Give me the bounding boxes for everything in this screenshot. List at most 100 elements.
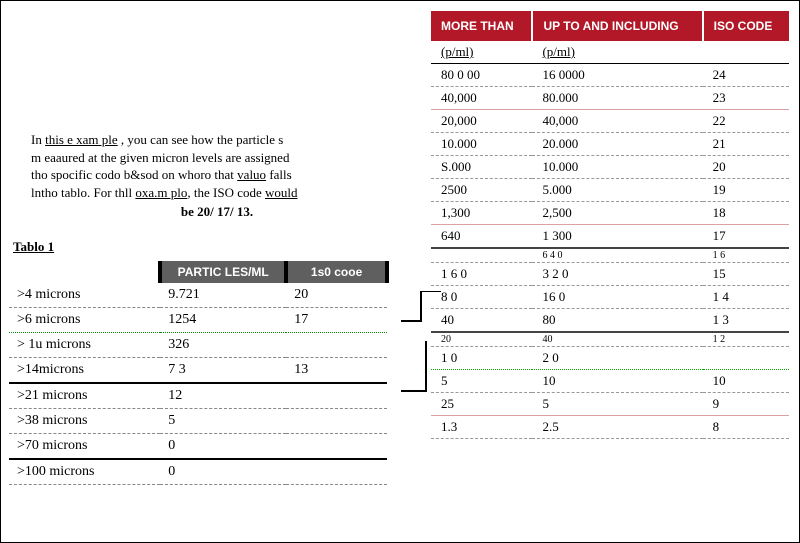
table1: PARTIC LES/ML 1s0 cooe >4 microns9.72120… <box>9 261 389 485</box>
table2-unit: (p/ml) <box>431 41 532 64</box>
table2-cell: 21 <box>703 133 789 156</box>
table1-cell: >14microns <box>9 357 160 383</box>
table2-cell: 10 <box>532 370 702 393</box>
table2-cell: 23 <box>703 87 789 110</box>
table1-head-blank <box>9 261 160 283</box>
table2-cell: 640 <box>431 225 532 249</box>
table2-cell: 8 <box>703 416 789 439</box>
table2-unit-row: (p/ml) (p/ml) <box>431 41 789 64</box>
table2-cell: 24 <box>703 64 789 87</box>
table1-cell: 326 <box>160 332 286 357</box>
table1-cell: >38 microns <box>9 408 160 433</box>
table1-cell: 5 <box>160 408 286 433</box>
table1-head-particles: PARTIC LES/ML <box>160 261 286 283</box>
table2-cell: 20,000 <box>431 110 532 133</box>
table2-head-upto: UP TO AND INCLUDING <box>532 11 702 41</box>
table2-cell: 22 <box>703 110 789 133</box>
table2-cell: 3 2 0 <box>532 263 702 286</box>
table2-cell: 20.000 <box>532 133 702 156</box>
table1-row: > 1u microns326 <box>9 332 387 357</box>
intro-text: In <box>31 132 45 147</box>
table2-row: 1,3002,50018 <box>431 202 789 225</box>
table1-cell: 9.721 <box>160 283 286 308</box>
table2-cell: 80 <box>532 309 702 333</box>
table1-row: >70 microns0 <box>9 433 387 459</box>
table2-cell <box>431 248 532 263</box>
table2-cell: 1 3 <box>703 309 789 333</box>
table2-cell: S.000 <box>431 156 532 179</box>
table2-row: 1 02 0 <box>431 347 789 370</box>
table1-cell: >21 microns <box>9 383 160 409</box>
table1-row: >38 microns5 <box>9 408 387 433</box>
table2-cell: 25 <box>431 393 532 416</box>
table2-cell: 6 4 0 <box>532 248 702 263</box>
intro-underline: valuo <box>237 167 266 182</box>
table2-cell: 80.000 <box>532 87 702 110</box>
table1-cell <box>286 408 387 433</box>
table2-cell: 1,300 <box>431 202 532 225</box>
table1-cell: >100 microns <box>9 459 160 485</box>
intro-text: m eaaured at the given micron levels are… <box>31 150 289 165</box>
table1-cell: 20 <box>286 283 387 308</box>
table1-cell: >70 microns <box>9 433 160 459</box>
table2-unit: (p/ml) <box>532 41 702 64</box>
table1-cell: 13 <box>286 357 387 383</box>
table1-cell: > 1u microns <box>9 332 160 357</box>
table1-cell: >4 microns <box>9 283 160 308</box>
intro-text: lntho tablo. For thll <box>31 185 135 200</box>
table2-cell: 40,000 <box>431 87 532 110</box>
table1-head-iso: 1s0 cooe <box>286 261 387 283</box>
table1-label: Tablo 1 <box>13 239 409 255</box>
table2-row: 25005.00019 <box>431 179 789 202</box>
table2-cell: 40 <box>431 309 532 333</box>
table2-cell: 80 0 00 <box>431 64 532 87</box>
table2-row: 20401 2 <box>431 332 789 347</box>
table1-cell: 7 3 <box>160 357 286 383</box>
table2-cell: 1 2 <box>703 332 789 347</box>
table2: MORE THAN UP TO AND INCLUDING ISO CODE (… <box>431 11 789 439</box>
table2-row: 8 016 01 4 <box>431 286 789 309</box>
intro-text: , the ISO code <box>187 185 265 200</box>
table2-row: 6401 30017 <box>431 225 789 249</box>
table2-cell: 15 <box>703 263 789 286</box>
table2-row: 10.00020.00021 <box>431 133 789 156</box>
table2-cell: 17 <box>703 225 789 249</box>
table1-row: >14microns7 313 <box>9 357 387 383</box>
table1-row: >21 microns12 <box>9 383 387 409</box>
intro-underline: this e xam ple <box>45 132 118 147</box>
table1-cell <box>286 332 387 357</box>
intro-paragraph: In this e xam ple , you can see how the … <box>9 131 409 227</box>
intro-underline: would <box>265 185 298 200</box>
table2-cell: 2,500 <box>532 202 702 225</box>
table2-row: 80 0 0016 000024 <box>431 64 789 87</box>
table2-cell: 10.000 <box>431 133 532 156</box>
table2-cell: 1 300 <box>532 225 702 249</box>
table1-cell <box>286 383 387 409</box>
table2-cell: 10.000 <box>532 156 702 179</box>
table1-cell <box>286 433 387 459</box>
table2-cell: 2500 <box>431 179 532 202</box>
table1-row: >4 microns9.72120 <box>9 283 387 308</box>
table2-row: 6 4 01 6 <box>431 248 789 263</box>
intro-text: , you can see how the particle s <box>118 132 284 147</box>
table1-cell: >6 microns <box>9 307 160 332</box>
table2-cell: 1.3 <box>431 416 532 439</box>
table2-cell: 9 <box>703 393 789 416</box>
table2-cell: 16 0 <box>532 286 702 309</box>
table2-row: 2559 <box>431 393 789 416</box>
table2-cell: 5.000 <box>532 179 702 202</box>
table1-row: >6 microns125417 <box>9 307 387 332</box>
table2-row: 20,00040,00022 <box>431 110 789 133</box>
intro-text: tho spocific codo b&sod on whoro that <box>31 167 237 182</box>
table2-cell: 1 0 <box>431 347 532 370</box>
table1-cell: 1254 <box>160 307 286 332</box>
table2-cell: 1 4 <box>703 286 789 309</box>
table2-row: 51010 <box>431 370 789 393</box>
table2-head-iso: ISO CODE <box>703 11 789 41</box>
table2-row: 1.32.58 <box>431 416 789 439</box>
table2-row: S.00010.00020 <box>431 156 789 179</box>
table2-row: 1 6 03 2 015 <box>431 263 789 286</box>
table2-cell: 20 <box>431 332 532 347</box>
table1-cell: 0 <box>160 433 286 459</box>
table2-cell: 2.5 <box>532 416 702 439</box>
